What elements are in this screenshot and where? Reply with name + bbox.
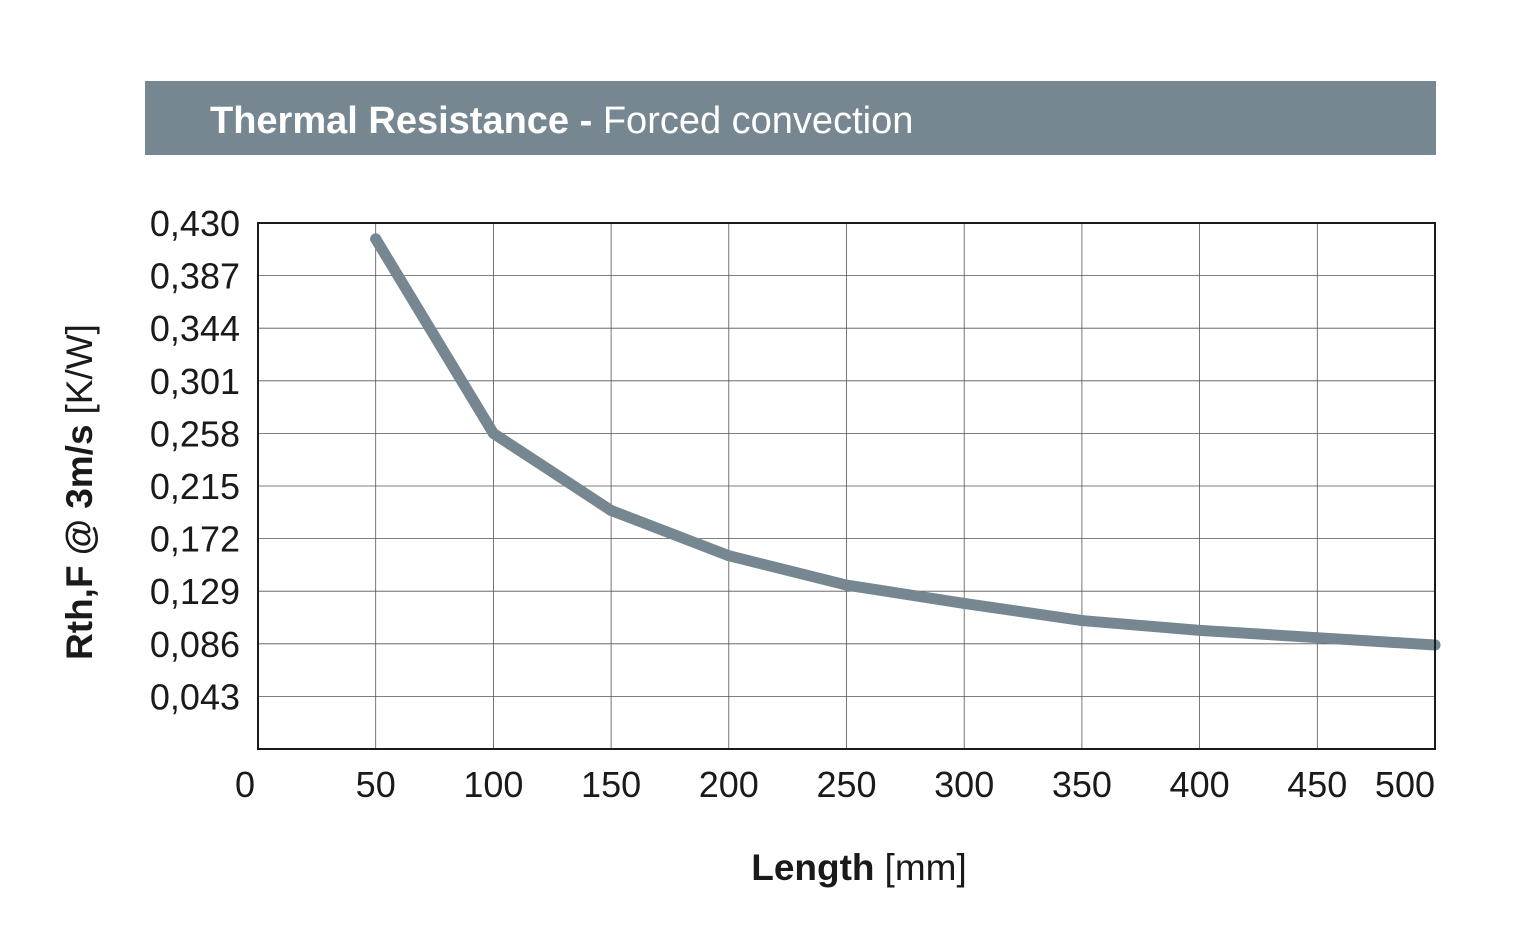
y-tick-label: 0,258 <box>150 413 240 454</box>
x-axis-unit: [mm] <box>885 847 967 888</box>
y-axis-label: Rth,F @ 3m/s <box>59 424 100 660</box>
data-point <box>487 427 499 439</box>
y-tick-label: 0,215 <box>150 466 240 507</box>
data-point <box>370 233 382 245</box>
x-tick-labels: 0 50 100 150 200 250 300 350 400 450 500 <box>235 764 1435 805</box>
x-tick-label: 150 <box>581 764 641 805</box>
y-axis-unit: [K/W] <box>59 324 100 414</box>
grid-lines <box>258 223 1435 749</box>
title-banner <box>145 81 1436 155</box>
data-point <box>841 579 852 591</box>
y-tick-label: 0,301 <box>150 361 240 402</box>
data-point <box>958 597 970 609</box>
data-point <box>1076 615 1088 627</box>
x-tick-label: 250 <box>816 764 876 805</box>
y-tick-label: 0,387 <box>150 256 240 297</box>
y-tick-label: 0,172 <box>150 519 240 560</box>
y-tick-label: 0,129 <box>150 571 240 612</box>
chart-title-text: Thermal Resistance - Forced convection <box>210 100 913 142</box>
series-group <box>370 233 1441 651</box>
data-point <box>605 504 617 516</box>
x-tick-label: 50 <box>356 764 396 805</box>
x-tick-label: 350 <box>1052 764 1112 805</box>
chart-title: Thermal Resistance <box>210 100 569 142</box>
y-tick-label: 0,086 <box>150 624 240 665</box>
y-axis-title: Rth,F @ 3m/s [K/W] <box>59 324 100 660</box>
x-axis-title: Length [mm] <box>751 847 967 888</box>
y-tick-label: 0,344 <box>150 308 240 349</box>
y-tick-labels: 0,430 0,387 0,344 0,301 0,258 0,215 0,172 0,129… <box>150 203 240 717</box>
data-point <box>723 550 735 562</box>
series-line <box>370 233 1441 651</box>
x-tick-label: 300 <box>934 764 994 805</box>
x-tick-label: 450 <box>1287 764 1347 805</box>
y-tick-label: 0,043 <box>150 676 240 717</box>
chart-title-separator: - <box>569 100 603 142</box>
plot-frame <box>257 222 1436 750</box>
data-point <box>1194 624 1206 636</box>
data-point <box>1311 632 1323 644</box>
x-axis-label: Length <box>751 847 874 888</box>
x-tick-label: 500 <box>1375 764 1435 805</box>
x-tick-label: 400 <box>1170 764 1230 805</box>
x-tick-label: 200 <box>699 764 759 805</box>
x-tick-label: 100 <box>463 764 523 805</box>
x-tick-label: 0 <box>235 764 255 805</box>
y-tick-label: 0,430 <box>150 203 240 244</box>
chart-subtitle: Forced convection <box>603 100 914 142</box>
